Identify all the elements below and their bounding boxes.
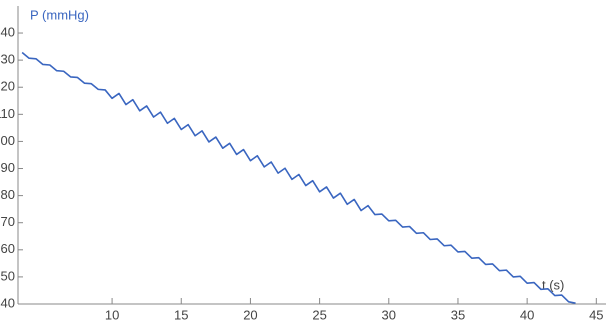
y-tick-label: 100 xyxy=(0,133,15,148)
y-tick-label: 130 xyxy=(0,52,15,67)
y-tick-label: 120 xyxy=(0,79,15,94)
y-tick-label: 80 xyxy=(1,187,15,202)
y-tick-label: 50 xyxy=(1,268,15,283)
x-tick-label: 15 xyxy=(174,307,188,322)
x-axis-label: t (s) xyxy=(542,277,564,292)
x-tick-label: 35 xyxy=(451,307,465,322)
y-tick-label: 140 xyxy=(0,24,15,39)
y-tick-label: 60 xyxy=(1,241,15,256)
data-line xyxy=(22,53,575,304)
x-tick-label: 30 xyxy=(382,307,396,322)
chart: P (mmHg) t (s) 40 50 60 70 80 90 100 110 120 130 1… xyxy=(0,0,606,322)
y-axis-label: P (mmHg) xyxy=(30,7,89,22)
x-tick-label: 40 xyxy=(520,307,534,322)
x-tick-label: 45 xyxy=(589,307,603,322)
y-tick-label: 110 xyxy=(0,106,15,121)
x-tick-label: 10 xyxy=(105,307,119,322)
y-tick-label: 90 xyxy=(1,160,15,175)
x-tick-label: 25 xyxy=(312,307,326,322)
x-tick-label: 20 xyxy=(243,307,257,322)
y-tick-label: 70 xyxy=(1,214,15,229)
y-tick-label: 40 xyxy=(1,295,15,310)
